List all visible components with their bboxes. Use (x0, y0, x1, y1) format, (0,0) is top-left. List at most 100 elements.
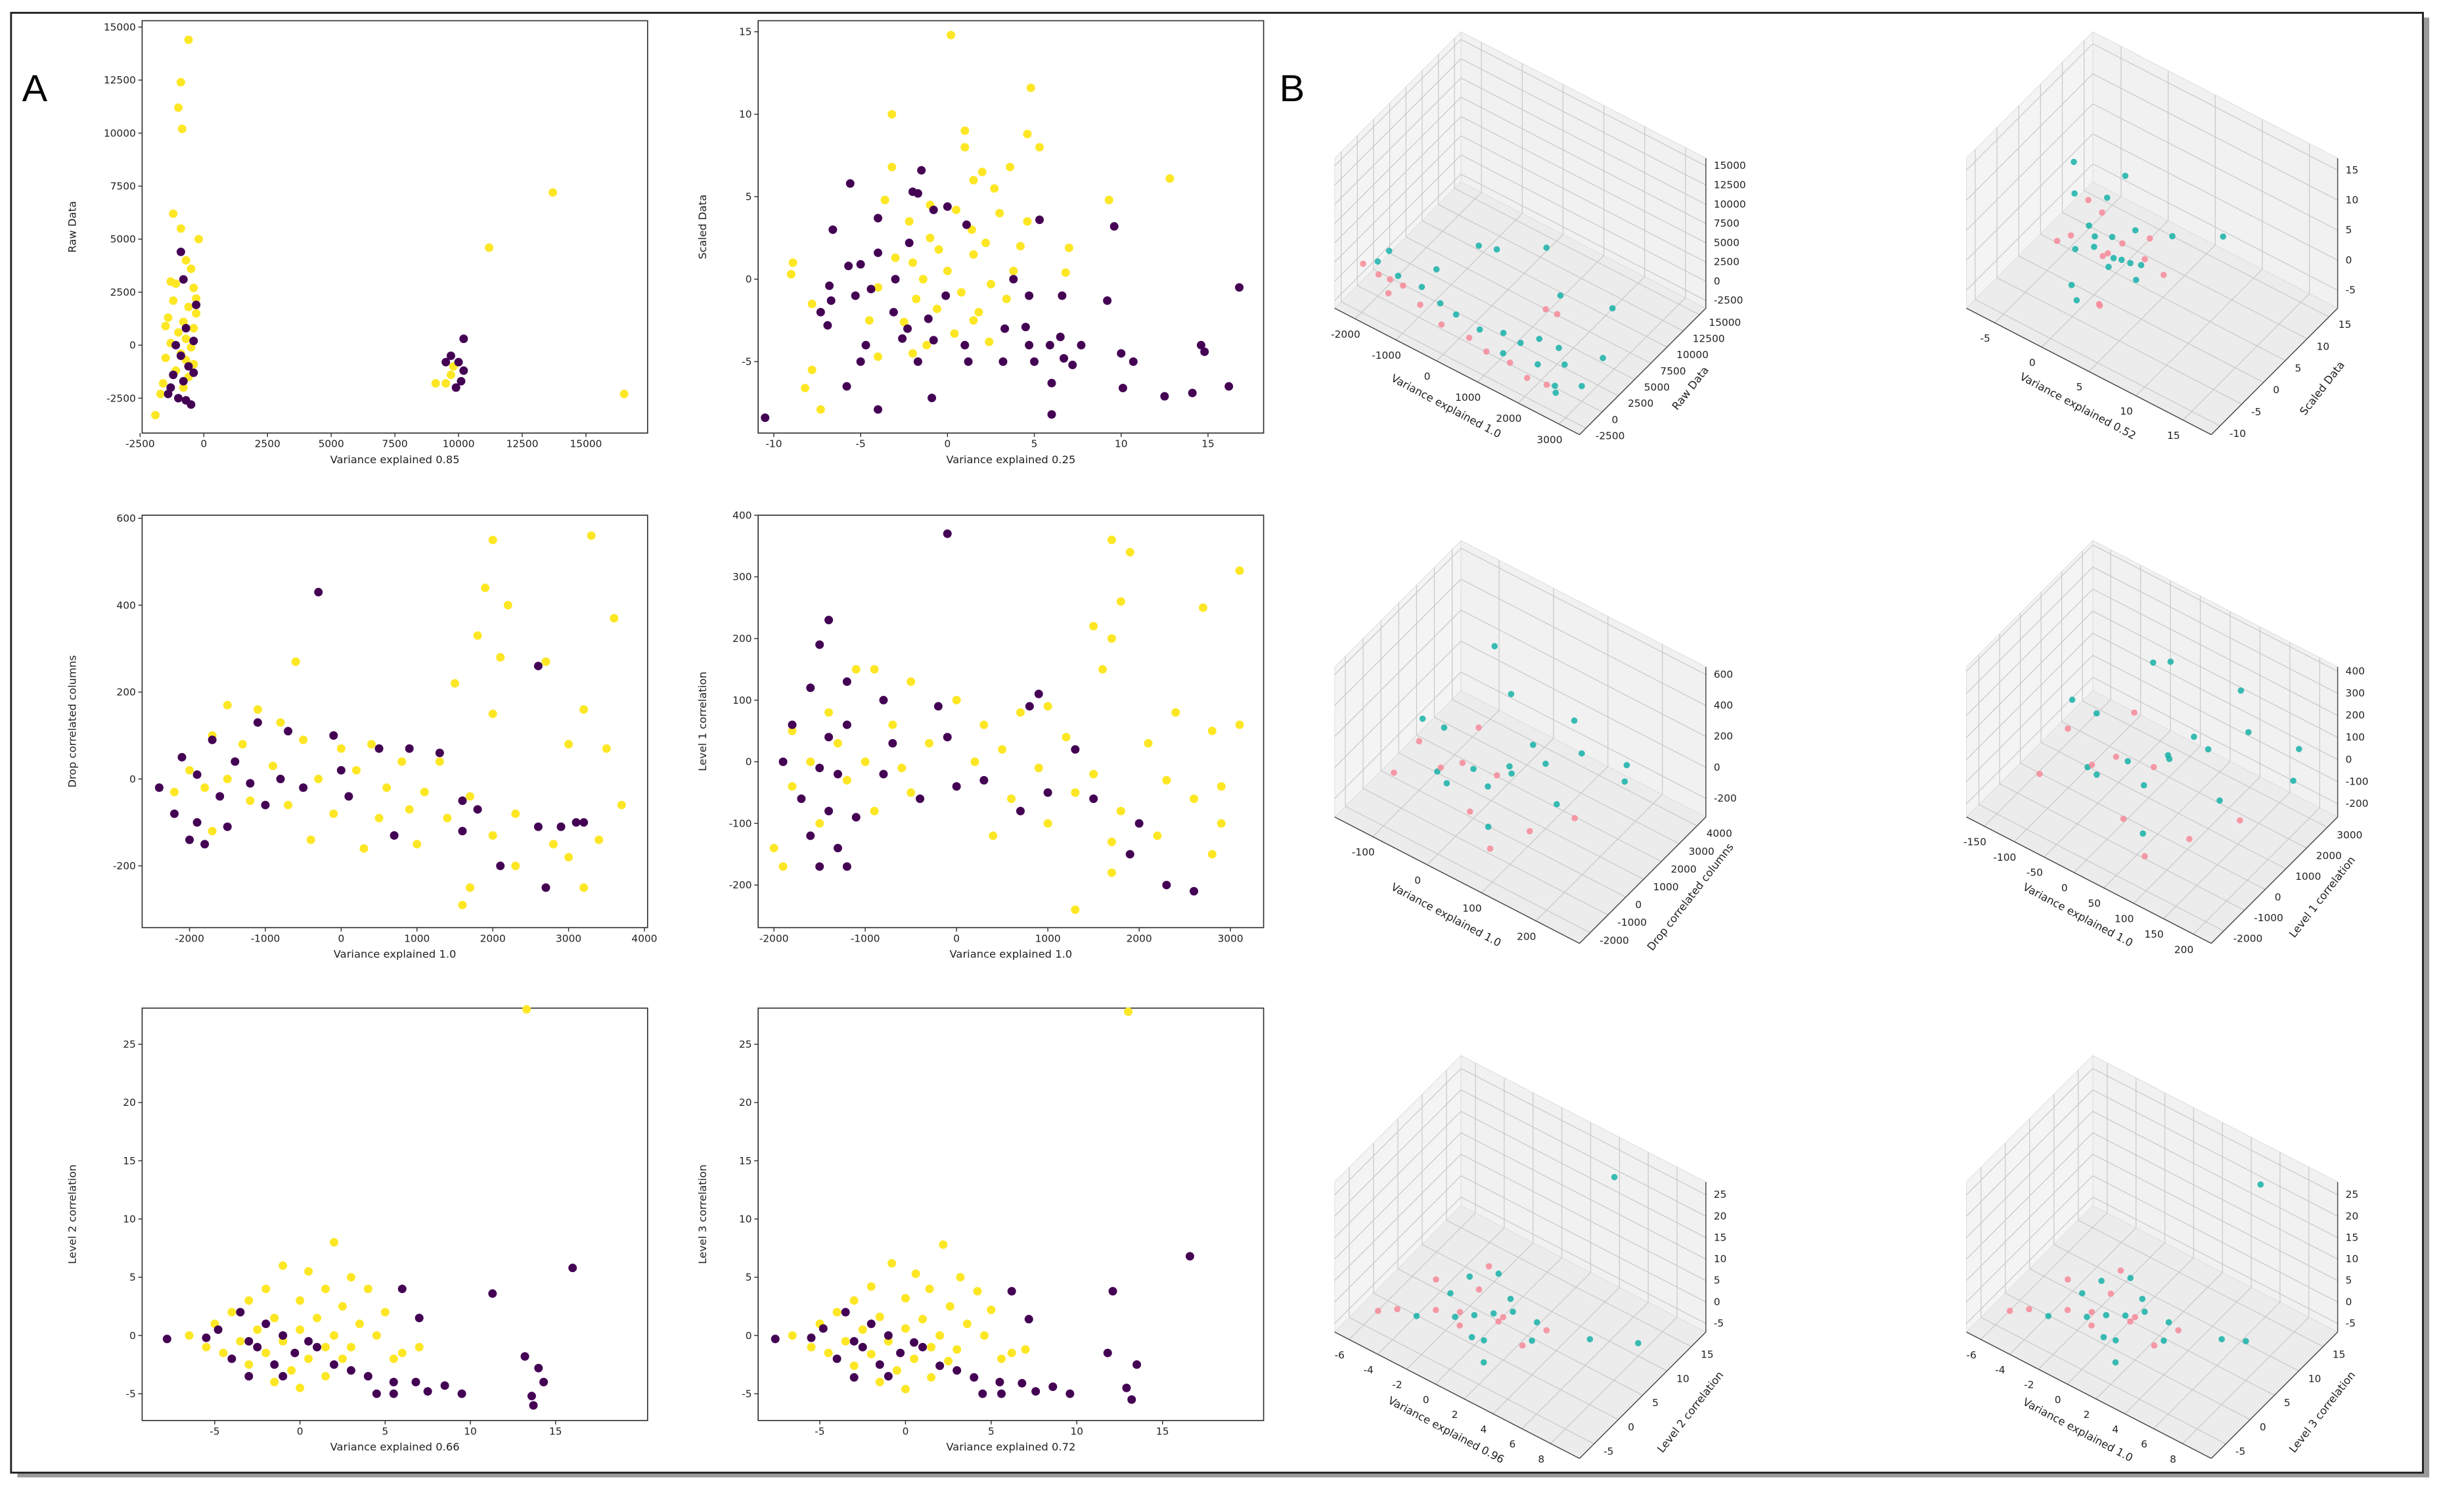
data-point (2220, 233, 2227, 240)
data-point (1571, 717, 1578, 724)
scatter3d-plot-5: -6-4-202468-5051015-50510152025Variance … (1333, 1055, 1727, 1466)
data-point (355, 1319, 364, 1329)
data-point (1047, 410, 1056, 419)
data-point (458, 900, 467, 909)
data-point (1480, 1359, 1487, 1366)
data-point (807, 1342, 816, 1352)
data-point (1395, 273, 1402, 279)
data-point (359, 844, 369, 853)
data-point (944, 1356, 953, 1365)
data-point (1433, 266, 1440, 273)
data-point (279, 1331, 288, 1340)
data-point (372, 1389, 381, 1398)
data-point (1493, 246, 1500, 253)
data-point (1127, 1395, 1136, 1404)
data-point (189, 324, 198, 332)
data-point (2045, 1313, 2052, 1319)
data-point (990, 184, 999, 193)
data-point (374, 813, 384, 823)
data-point (788, 726, 797, 735)
data-point (1062, 733, 1071, 742)
y-tick-label: 10 (739, 108, 752, 120)
x-tick-label: -1000 (1372, 350, 1401, 361)
data-point (807, 365, 817, 375)
data-point (299, 783, 308, 792)
data-point (2006, 1308, 2013, 1314)
data-point (177, 124, 187, 133)
data-point (451, 383, 460, 392)
grid-line (1460, 672, 1707, 799)
data-point (1068, 360, 1077, 369)
data-point (2105, 263, 2112, 271)
x-tick-label: 3000 (1218, 932, 1243, 944)
x-tick-label: -150 (1963, 836, 1986, 848)
data-point (1196, 340, 1205, 350)
x-tick-label: 8 (2170, 1453, 2176, 1465)
data-point (2107, 1290, 2115, 1297)
y-tick-label: 0 (1628, 1421, 1634, 1433)
data-point (488, 709, 497, 718)
data-point (874, 248, 883, 258)
z-tick-label: 10000 (1714, 198, 1746, 210)
grid-line (1559, 297, 1686, 424)
data-point (1134, 819, 1144, 828)
data-point (1437, 300, 1444, 307)
y-tick-label: -1000 (2254, 912, 2283, 924)
data-point (1021, 323, 1030, 332)
data-point (238, 740, 247, 749)
data-point (2071, 190, 2078, 197)
data-point (778, 757, 788, 766)
data-point (1109, 222, 1119, 231)
grid-line (1355, 192, 1482, 319)
data-point (189, 368, 198, 377)
data-point (941, 291, 951, 300)
data-point (1025, 702, 1034, 711)
x-tick-label: -5 (210, 1426, 219, 1438)
data-point (910, 1354, 918, 1363)
data-point (1495, 1318, 1502, 1325)
x-axis-label: Variance explained 1.0 (334, 947, 457, 960)
data-point (977, 168, 987, 177)
data-point (1491, 643, 1498, 650)
y-tick-label: 5 (2295, 363, 2301, 375)
data-point (842, 776, 851, 785)
z-tick-label: 400 (2346, 665, 2365, 677)
data-point (539, 1377, 549, 1386)
y-tick-label: 20 (739, 1097, 752, 1108)
data-point (1035, 216, 1044, 225)
data-point (2141, 853, 2148, 859)
data-point (1459, 760, 1466, 766)
data-point (329, 731, 338, 740)
grid-line (2013, 715, 2141, 842)
data-point (287, 1366, 296, 1375)
data-point (995, 208, 1004, 217)
data-point (2149, 659, 2157, 666)
data-point (1394, 1306, 1400, 1313)
grid-line (1966, 633, 2094, 760)
data-point (1047, 378, 1056, 388)
data-point (1009, 275, 1018, 284)
data-point (832, 1308, 841, 1317)
x-tick-label: 4000 (631, 932, 657, 944)
grid-line (1477, 255, 1604, 382)
z-tick-label: 10 (1714, 1253, 1727, 1265)
data-point (2124, 758, 2132, 765)
y-tick-label: 15 (739, 1155, 752, 1167)
data-point (617, 800, 626, 810)
y-tick-label: 5000 (1644, 381, 1670, 393)
data-point (969, 250, 978, 259)
y-tick-label: 600 (116, 513, 135, 524)
data-point (1025, 291, 1034, 300)
data-point (208, 827, 217, 836)
data-point (952, 205, 961, 214)
y-tick-label: 300 (732, 571, 751, 583)
grid-line (1334, 39, 1462, 166)
data-point (1023, 129, 1032, 139)
grid-line (1446, 1220, 1691, 1347)
grid-line (1334, 1132, 1462, 1260)
y-tick-label: 3000 (2337, 829, 2362, 841)
data-point (1470, 765, 1477, 773)
data-point (162, 1335, 171, 1344)
x-tick-label: -6 (1966, 1349, 1976, 1361)
x-tick-label: 2000 (480, 932, 506, 944)
